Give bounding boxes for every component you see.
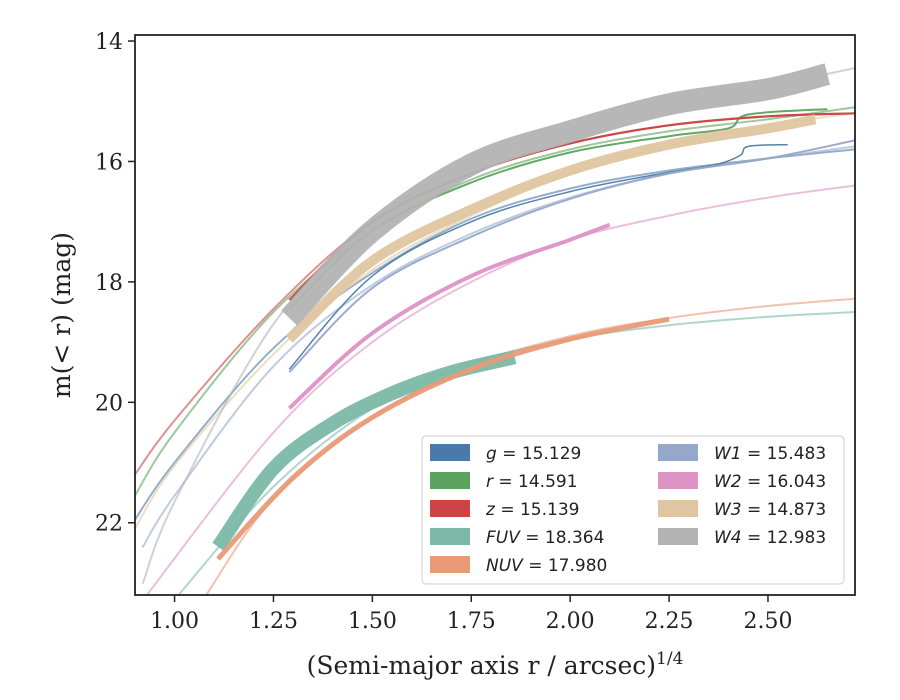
legend-swatch: [658, 472, 698, 489]
y-axis-label: m(< r) (mag): [47, 232, 76, 398]
legend-label: r = 14.591: [486, 472, 578, 492]
series-w1-profile-line: [288, 139, 855, 373]
series-nuv-profile-line: [216, 316, 670, 561]
x-tick-label: 2.25: [645, 609, 694, 634]
y-tick-label: 20: [95, 391, 123, 416]
series-z-fit-line: [135, 112, 855, 476]
x-tick-label: 1.25: [249, 609, 298, 634]
series-w3-profile-line: [285, 114, 817, 343]
x-axis-label: (Semi-major axis r / arcsec)1/4: [307, 649, 684, 680]
y-tick-label: 14: [95, 30, 123, 55]
x-tick-label: 2.50: [743, 609, 792, 634]
legend-label: FUV = 18.364: [486, 528, 604, 548]
legend-items: g = 15.129 r = 14.591 z = 15.139 FUV = 18.3…: [430, 444, 826, 576]
x-tick-label: 1.00: [150, 609, 199, 634]
legend-label: g = 15.129: [486, 444, 581, 464]
series-w4-profile-line: [281, 63, 831, 326]
x-tick-label: 1.50: [348, 609, 397, 634]
plot-area-frame: [134, 34, 856, 596]
legend-item-w2: W2 = 16.043: [658, 472, 826, 492]
y-axis: 14 16 18 20 22: [95, 30, 135, 537]
legend-item-w1: W1 = 15.483: [658, 444, 826, 464]
legend-swatch: [658, 444, 698, 461]
legend-label: W1 = 15.483: [714, 444, 826, 464]
legend-item-w3: W3 = 14.873: [658, 500, 826, 520]
legend-label: W4 = 12.983: [714, 528, 826, 548]
y-tick-label: 16: [95, 150, 123, 175]
series-fuv-profile-line: [212, 350, 517, 551]
legend-swatch: [658, 500, 698, 517]
series-g-fit-line: [135, 148, 855, 521]
x-tick-label: 2.00: [546, 609, 595, 634]
legend: g = 15.129 r = 14.591 z = 15.139 FUV = 18.3…: [421, 435, 845, 585]
legend-label: W2 = 16.043: [714, 472, 826, 492]
series-w2-fit-line: [145, 184, 855, 595]
y-tick-label: 22: [95, 512, 123, 537]
series-w2-profile-line: [287, 222, 611, 410]
legend-item-g: g = 15.129: [430, 444, 581, 464]
legend-label: z = 15.139: [485, 500, 579, 520]
legend-swatch: [430, 528, 470, 545]
x-tick-label: 1.75: [447, 609, 496, 634]
legend-item-z: z = 15.139: [430, 500, 579, 520]
legend-swatch: [430, 556, 470, 573]
legend-item-fuv: FUV = 18.364: [430, 528, 604, 548]
legend-item-w4: W4 = 12.983: [658, 528, 826, 548]
legend-swatch: [430, 444, 470, 461]
x-axis: 1.00 1.25 1.50 1.75 2.00 2.25 2.50: [150, 595, 792, 634]
legend-label: W3 = 14.873: [714, 500, 826, 520]
legend-box: [421, 435, 845, 585]
legend-label: NUV = 17.980: [486, 556, 607, 576]
legend-swatch: [430, 500, 470, 517]
x-axis-label-superscript: 1/4: [656, 649, 683, 669]
legend-swatch: [658, 528, 698, 545]
y-tick-label: 18: [95, 271, 123, 296]
legend-swatch: [430, 472, 470, 489]
series-g-profile-line: [288, 143, 788, 370]
legend-item-r: r = 14.591: [430, 472, 578, 492]
legend-item-nuv: NUV = 17.980: [430, 556, 607, 576]
series-r-fit-line: [135, 106, 855, 497]
series-layer: [135, 63, 855, 595]
